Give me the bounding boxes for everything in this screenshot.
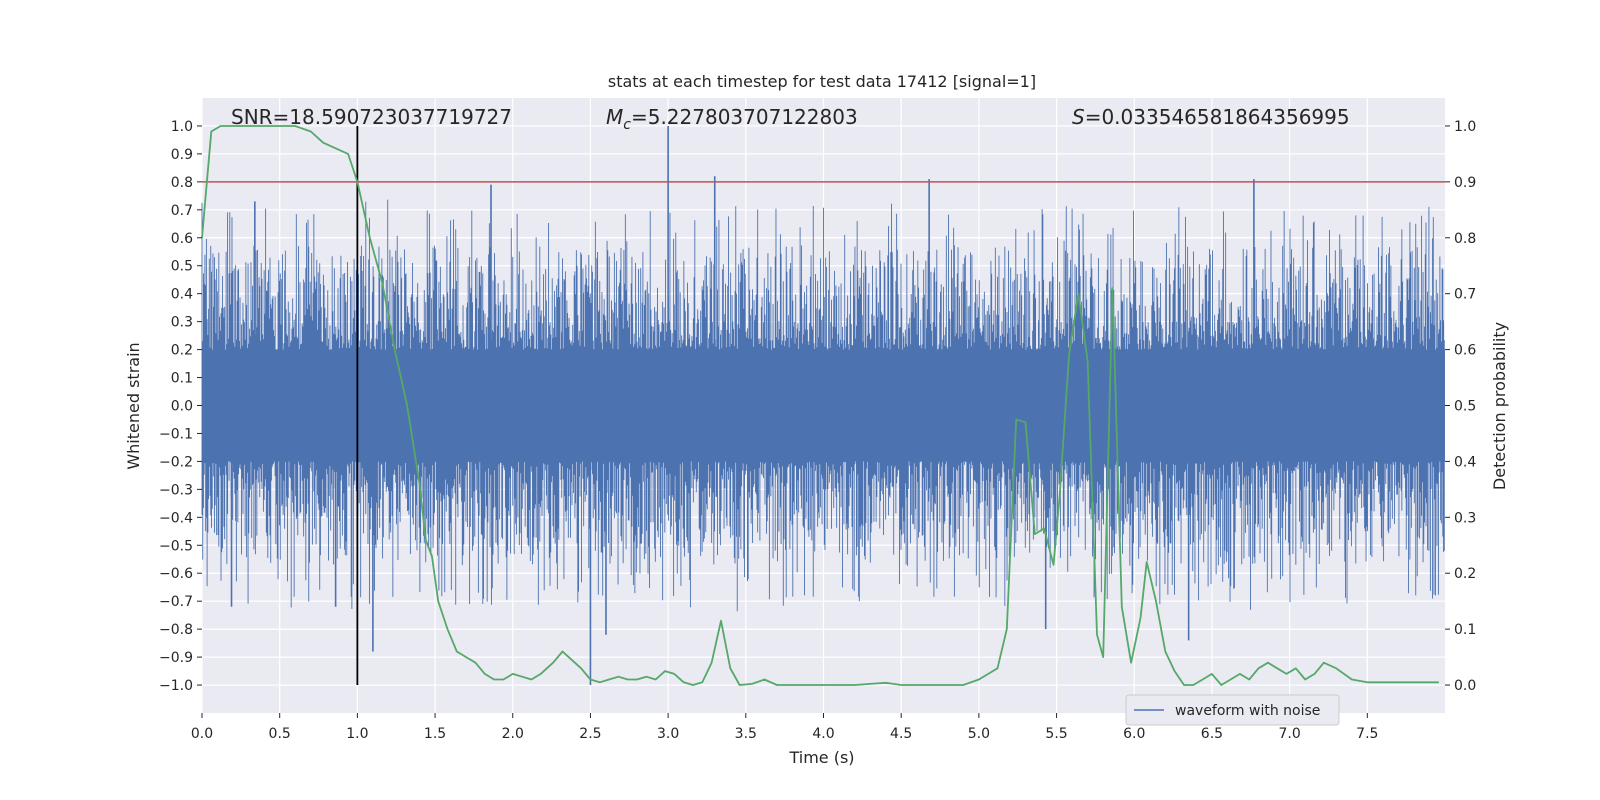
mc-subscript: c [623, 117, 631, 133]
x-tick-label: 7.5 [1356, 726, 1378, 742]
legend: waveform with noise [1125, 694, 1340, 726]
y2-tick-label: 1.0 [1454, 119, 1476, 135]
waveform-series [201, 125, 1445, 686]
y-tick-label: −0.8 [159, 622, 193, 638]
y-tick-label: 0.6 [171, 231, 193, 247]
x-tick-label: 1.0 [346, 726, 368, 742]
legend-box [1125, 694, 1340, 726]
x-tick-label: 0.5 [269, 726, 291, 742]
y-tick-label: −0.6 [159, 566, 193, 582]
y-tick-label: 0.3 [171, 315, 193, 331]
x-tick-label: 0.0 [191, 726, 213, 742]
x-tick-label: 6.0 [1123, 726, 1145, 742]
legend-label-waveform: waveform with noise [1175, 703, 1320, 719]
s-value: =0.033546581864356995 [1085, 105, 1350, 129]
x-tick-label: 5.5 [1045, 726, 1067, 742]
waveform-trace [201, 199, 1445, 612]
y-tick-label: 0.4 [171, 287, 193, 303]
x-tick-label: 2.0 [502, 726, 524, 742]
chirp-mass-annotation: Mc=5.227803707122803 [606, 105, 858, 133]
axes-ticks: 0.0 0.5 1.0 1.5 2.0 2.5 3.0 3.5 4.0 4.5 5.0 5.5 6.0 6… [159, 119, 1476, 742]
overlay-lines [201, 125, 1445, 686]
y-tick-label: −0.5 [159, 538, 193, 554]
y-tick-label: −0.1 [159, 426, 193, 442]
x-tick-label: 2.5 [579, 726, 601, 742]
y-tick-label: −0.7 [159, 594, 193, 610]
x-tick-label: 1.5 [424, 726, 446, 742]
y-tick-label: 0.8 [171, 175, 193, 191]
chart-title: stats at each timestep for test data 174… [608, 72, 1036, 91]
x-tick-label: 5.0 [968, 726, 990, 742]
y-tick-label: −0.4 [159, 510, 193, 526]
y2-tick-label: 0.6 [1454, 343, 1476, 359]
y-tick-label: −0.9 [159, 650, 193, 666]
y-tick-label: 0.0 [171, 399, 193, 415]
y2-tick-label: 0.3 [1454, 510, 1476, 526]
y-tick-label: 0.1 [171, 371, 193, 387]
y-tick-label: 1.0 [171, 119, 193, 135]
y-tick-label: −0.3 [159, 482, 193, 498]
y2-tick-label: 0.8 [1454, 231, 1476, 247]
y2-tick-label: 0.5 [1454, 399, 1476, 415]
x-tick-label: 4.5 [890, 726, 912, 742]
y2-tick-label: 0.7 [1454, 287, 1476, 303]
s-annotation: S=0.033546581864356995 [1072, 105, 1350, 129]
snr-annotation: SNR=18.590723037719727 [231, 105, 512, 129]
y-tick-label: 0.2 [171, 343, 193, 359]
y2-axis-label: Detection probability [1490, 322, 1509, 490]
x-axis-label: Time (s) [788, 748, 854, 767]
y2-tick-label: 0.0 [1454, 678, 1476, 694]
y-tick-label: 0.9 [171, 147, 193, 163]
mc-value: =5.227803707122803 [631, 105, 858, 129]
s-symbol: S [1072, 105, 1085, 129]
y-tick-label: 0.7 [171, 203, 193, 219]
x-tick-label: 3.0 [657, 726, 679, 742]
y2-tick-label: 0.4 [1454, 454, 1476, 470]
y2-tick-label: 0.2 [1454, 566, 1476, 582]
y2-tick-label: 0.9 [1454, 175, 1476, 191]
x-tick-label: 4.0 [812, 726, 834, 742]
y-tick-label: −0.2 [159, 454, 193, 470]
y2-tick-label: 0.1 [1454, 622, 1476, 638]
x-tick-label: 7.0 [1278, 726, 1300, 742]
x-tick-label: 6.5 [1201, 726, 1223, 742]
probability-line [201, 125, 1439, 686]
x-tick-label: 3.5 [735, 726, 757, 742]
y-tick-label: 0.5 [171, 259, 193, 275]
mc-symbol: M [606, 105, 623, 129]
y-tick-label: −1.0 [159, 678, 193, 694]
y-axis-label: Whitened strain [124, 342, 143, 469]
